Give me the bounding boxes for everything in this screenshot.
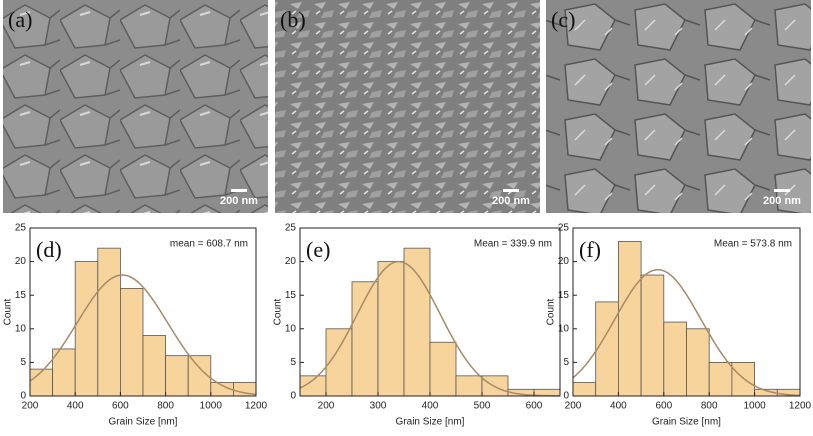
x-tick-label: 600 [112,401,129,412]
y-tick-label: 5 [290,357,296,368]
bar [429,341,457,397]
scale-bar [774,189,790,192]
y-tick-label: 0 [563,391,569,402]
y-tick-label: 5 [563,357,569,368]
panel-label: (f) [579,237,601,262]
panel-label: (d) [36,237,62,262]
sem-image [275,0,540,213]
sem-image [546,0,811,213]
annotation: mean = 608.7 nm [170,239,248,250]
x-axis-label: Grain Size [nm] [396,417,465,428]
bar [403,247,431,397]
y-tick-label: 0 [290,391,296,402]
x-tick-label: 300 [370,401,387,412]
y-axis-label: Count [273,298,284,325]
x-tick-label: 400 [610,401,627,412]
x-tick-label: 600 [655,401,672,412]
y-tick-label: 5 [20,357,26,368]
y-tick-label: 10 [558,323,570,334]
plot-frame [572,227,801,397]
x-tick-label: 800 [157,401,174,412]
y-tick-label: 25 [15,223,27,234]
x-tick-label: 800 [701,401,718,412]
panel-label: (a) [8,7,32,32]
y-tick-label: 25 [285,223,297,234]
sem-panels: (a) 200 nm (b) 200 nm (c) 200 nm [8,7,801,207]
y-tick-label: 20 [558,256,570,267]
scale-bar [231,189,247,192]
bar [640,274,665,397]
y-tick-label: 15 [285,290,297,301]
bar [618,241,642,397]
bar [595,301,619,397]
y-tick-label: 20 [285,256,297,267]
histogram-panel: 0 5 10 15 20 25 200 300 400 500 600 Grain Size [nm]… [273,223,561,428]
x-tick-label: 1000 [200,401,223,412]
bar [142,335,167,397]
x-tick-label: 1200 [789,401,812,412]
y-axis-label: Count [546,298,557,325]
bar [29,368,54,397]
x-tick-label: 1000 [743,401,766,412]
bar [708,361,733,397]
y-tick-label: 15 [558,290,570,301]
y-tick-label: 15 [15,290,27,301]
bar [97,247,121,397]
annotation: Mean = 339.9 nm [474,239,552,250]
bar [572,382,597,397]
y-axis-label: Count [3,298,14,325]
scale-bar-label: 200 nm [220,195,258,207]
x-tick-label: 600 [526,401,543,412]
y-tick-label: 25 [558,223,570,234]
histogram-panel: 0 5 10 15 20 25 200 400 600 800 1000 1200 Grain Size… [3,223,268,428]
x-tick-label: 1200 [245,401,268,412]
bar [165,355,189,397]
panel-label: (e) [306,237,330,262]
y-tick-label: 0 [20,391,26,402]
x-tick-label: 200 [565,401,582,412]
bar [377,261,405,397]
x-tick-label: 200 [318,401,335,412]
x-tick-label: 500 [474,401,491,412]
x-tick-label: 200 [22,401,39,412]
fit-curve [299,260,561,397]
bar [120,288,144,397]
fit-curve [29,274,257,396]
x-tick-label: 400 [422,401,439,412]
bar [686,328,710,397]
bar [455,375,483,397]
scale-bar-label: 200 nm [492,195,530,207]
bar [731,361,756,397]
x-axis-label: Grain Size [nm] [652,417,721,428]
plot-frame [29,227,257,397]
y-tick-label: 10 [15,323,27,334]
panel-label: (c) [551,7,575,32]
annotation: Mean = 573.8 nm [714,239,792,250]
histogram-panel: 0 5 10 15 20 25 200 400 600 800 1000 1200 Grain Size… [546,223,812,428]
y-tick-label: 10 [285,323,297,334]
panel-label: (b) [280,7,306,32]
x-axis-label: Grain Size [nm] [109,417,178,428]
fit-curve [572,268,801,397]
bar [74,261,99,397]
bar [663,321,687,397]
scale-bar [503,189,519,192]
sem-image [3,0,268,213]
x-tick-label: 400 [67,401,84,412]
y-tick-label: 20 [15,256,27,267]
scale-bar-label: 200 nm [763,195,801,207]
